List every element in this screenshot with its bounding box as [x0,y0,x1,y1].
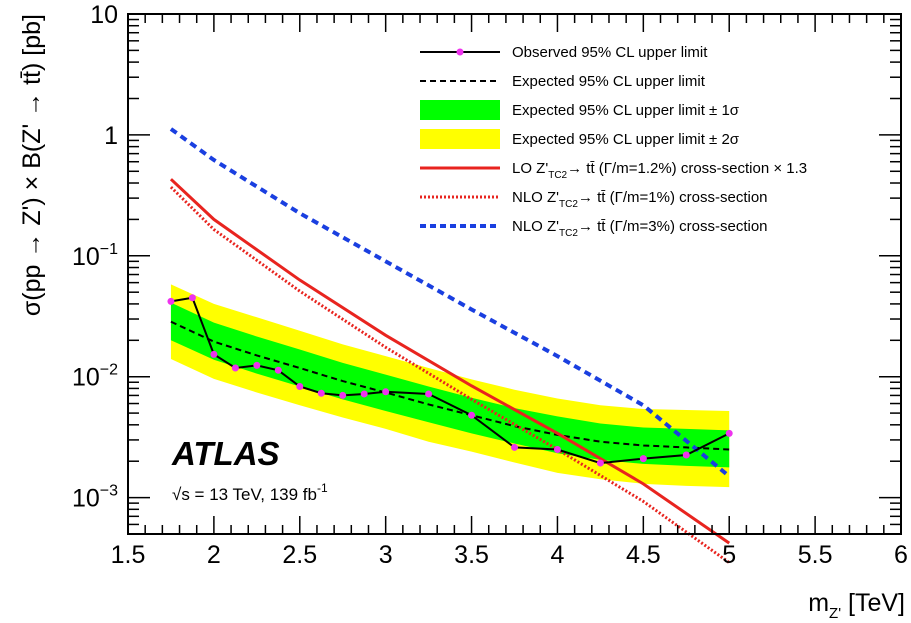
energy-label: √s = 13 TeV, 139 fb-1 [172,481,328,504]
observed-point [425,390,433,398]
x-tick-label: 2.5 [282,541,317,569]
energy-text: √s = 13 TeV, 139 fb [172,485,317,504]
lo-tc2-line [169,178,731,545]
legend: Observed 95% CL upper limit Expected 95% … [420,44,807,239]
x-tick-label: 3.5 [454,541,489,569]
x-tick-label: 6 [894,541,908,569]
expected-limit-line [170,320,730,451]
legend-label: Observed 95% CL upper limit [512,44,708,61]
axis-ticks [127,13,902,535]
observed-point [296,382,304,390]
legend-entry-two-sigma: Expected 95% CL upper limit ± 2σ [420,129,740,149]
observed-point [274,366,282,374]
x-axis-title-main: m [808,589,829,617]
y-tick-label: 1 [104,122,118,150]
observed-markers [167,294,733,467]
y-axis-title: σ(pp → Z') × B(Z' → tt̄) [pb] [18,14,46,316]
legend-label: Expected 95% CL upper limit ± 1σ [512,102,740,119]
observed-point [639,455,647,463]
legend-label: Expected 95% CL upper limit ± 2σ [512,131,740,148]
y-tick-label: 10 [90,1,118,29]
x-tick-label: 3 [379,541,393,569]
x-tick-label: 5 [722,541,736,569]
legend-entry-observed: Observed 95% CL upper limit [420,44,708,61]
legend-swatch [420,129,500,149]
y-tick-label: 10−3 [72,483,118,513]
nlo-tc2-1pct-line [169,186,731,564]
band-1sigma [170,302,730,468]
observed-point [596,459,604,467]
legend-entry-lo-tc2: LO Z'TC2→ tt̄ (Γ/m=1.2%) cross-section ×… [420,160,807,181]
legend-entry-nlo-tc2-1: NLO Z'TC2→ tt̄ (Γ/m=1%) cross-section [420,189,768,210]
x-tick-label: 4 [550,541,564,569]
legend-label: NLO Z'TC2→ tt̄ (Γ/m=3%) cross-section [512,218,768,239]
x-axis-title-unit: [TeV] [841,589,905,617]
observed-point [253,361,261,369]
energy-superscript: -1 [317,481,328,495]
legend-entry-expected: Expected 95% CL upper limit [420,73,706,90]
tick-labels: 1.5 2 2.5 3 3.5 4 4.5 5 5.5 6 10 1 10−1 10−2 10−3 [72,1,908,569]
expected-bands [170,284,730,488]
legend-entry-one-sigma: Expected 95% CL upper limit ± 1σ [420,100,740,120]
observed-point [725,429,733,437]
legend-marker [456,48,464,56]
x-tick-label: 2 [207,541,221,569]
x-tick-label: 1.5 [111,541,146,569]
x-tick-label: 4.5 [626,541,661,569]
observed-point [317,389,325,397]
y-tick-label: 10−2 [72,362,118,392]
x-tick-label: 5.5 [798,541,833,569]
legend-label: NLO Z'TC2→ tt̄ (Γ/m=1%) cross-section [512,189,768,210]
observed-point [468,411,476,419]
observed-point [682,451,690,459]
observed-point [167,297,175,305]
legend-swatch [420,100,500,120]
observed-point [339,391,347,399]
legend-label: Expected 95% CL upper limit [512,73,706,90]
observed-point [553,445,561,453]
legend-entry-nlo-tc2-3: NLO Z'TC2→ tt̄ (Γ/m=3%) cross-section [420,218,768,239]
observed-point [382,388,390,396]
y-tick-label: 10−1 [72,241,118,271]
x-axis-title: mZ' [TeV] [808,589,905,622]
atlas-label: ATLAS [171,435,280,472]
legend-label: LO Z'TC2→ tt̄ (Γ/m=1.2%) cross-section ×… [512,160,807,181]
observed-point [360,390,368,398]
observed-point [511,443,518,451]
observed-point [210,350,218,358]
nlo-tc2-3pct-line [169,127,731,478]
x-axis-title-sub: Z' [829,605,841,622]
observed-point [188,294,196,302]
observed-point [231,364,239,372]
